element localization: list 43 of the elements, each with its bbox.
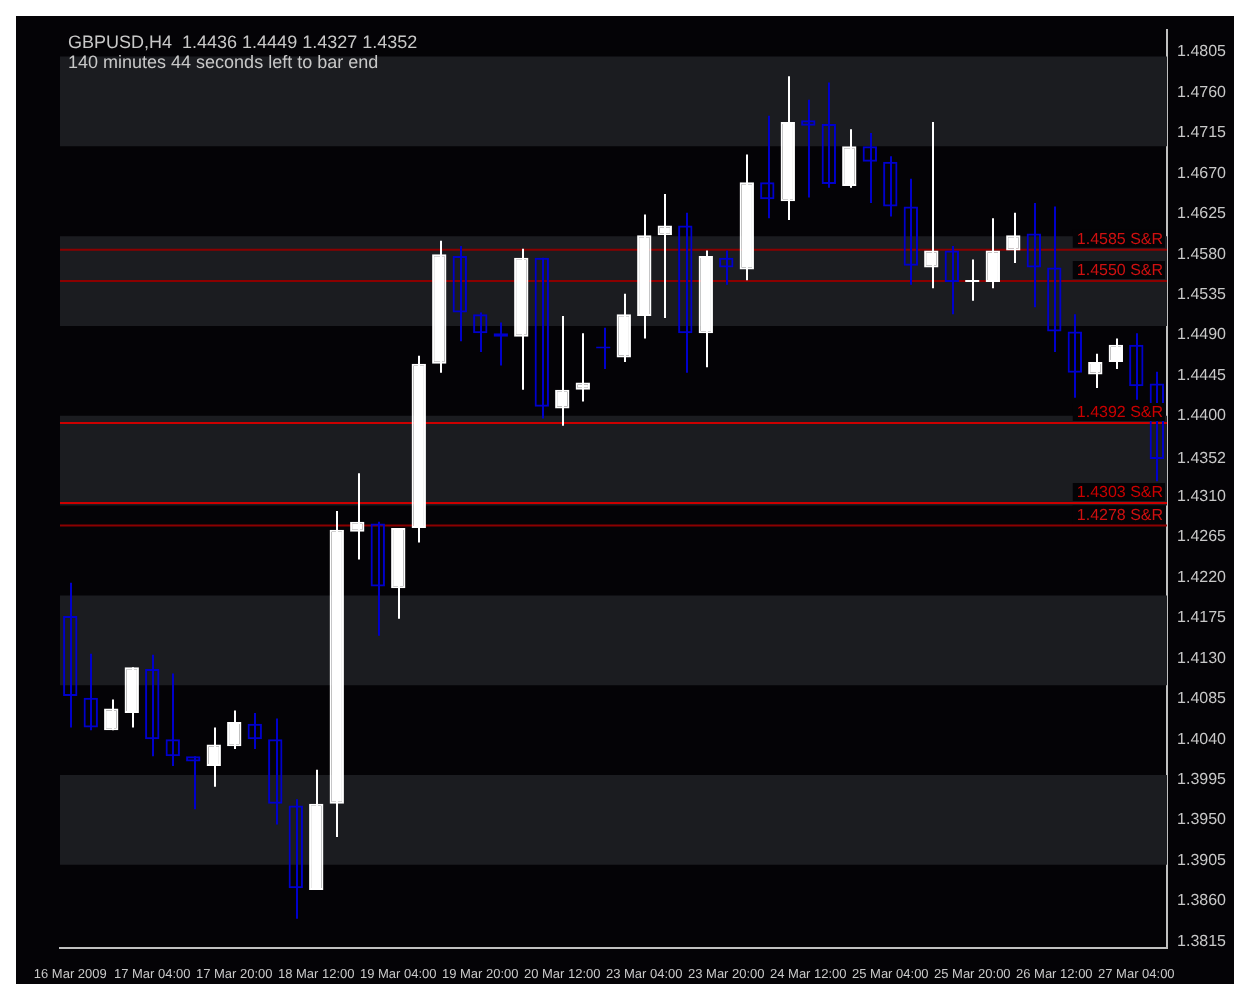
candlestick bbox=[555, 315, 570, 427]
y-tick-label: 1.4310 bbox=[1177, 487, 1228, 506]
candlestick bbox=[657, 192, 672, 319]
candlestick bbox=[616, 292, 631, 363]
ref-line-label: 1.4585 S&R bbox=[1076, 230, 1164, 249]
y-tick-label: 1.4715 bbox=[1177, 123, 1228, 142]
y-tick-label: 1.3860 bbox=[1177, 891, 1228, 910]
y-tick-label: 1.4760 bbox=[1177, 82, 1228, 101]
ref-line-label: 1.4550 S&R bbox=[1076, 261, 1164, 280]
y-tick-label: 1.3950 bbox=[1177, 810, 1228, 829]
candlestick bbox=[227, 709, 242, 751]
chart-title: GBPUSD,H4 1.4436 1.4449 1.4327 1.4352 bbox=[68, 31, 418, 52]
y-tick-label: 1.4805 bbox=[1177, 42, 1228, 61]
ref-line-label: 1.4303 S&R bbox=[1076, 483, 1164, 502]
y-tick-label: 1.4085 bbox=[1177, 689, 1228, 708]
text: 140 minutes 44 seconds left to bar end bbox=[68, 51, 379, 72]
candlestick bbox=[124, 666, 139, 729]
candlestick bbox=[842, 128, 857, 189]
y-tick-label: 1.3905 bbox=[1177, 850, 1228, 869]
ref-line-label: 1.4392 S&R bbox=[1076, 403, 1164, 422]
y-tick-label: 1.4445 bbox=[1177, 365, 1228, 384]
y-tick-label: 1.3815 bbox=[1177, 931, 1228, 950]
ref-line-label: 1.4278 S&R bbox=[1076, 505, 1164, 524]
y-tick-label: 1.4265 bbox=[1177, 527, 1228, 546]
y-tick-label: 1.4130 bbox=[1177, 648, 1228, 667]
y-tick-label: 1.4040 bbox=[1177, 729, 1228, 748]
y-tick-label: 1.4625 bbox=[1177, 204, 1228, 223]
candlestick bbox=[924, 121, 939, 290]
y-tick-label: 1.4490 bbox=[1177, 325, 1228, 344]
y-tick-label: 1.4670 bbox=[1177, 163, 1228, 182]
candlestick bbox=[965, 258, 980, 302]
y-tick-label: 1.4535 bbox=[1177, 284, 1228, 303]
y-tick-label: 1.4580 bbox=[1177, 244, 1228, 263]
candlestick bbox=[985, 217, 1000, 290]
candlestick bbox=[1088, 352, 1103, 389]
y-tick-label: 1.4400 bbox=[1177, 406, 1228, 425]
candlestick bbox=[1006, 211, 1021, 265]
y-tick-label: 1.4220 bbox=[1177, 567, 1228, 586]
y-tick-label: 1.4352 bbox=[1177, 449, 1228, 468]
candlestick bbox=[575, 332, 590, 403]
candlestick bbox=[350, 472, 365, 561]
y-tick-label: 1.4175 bbox=[1177, 608, 1228, 627]
y-tick-label: 1.3995 bbox=[1177, 769, 1228, 788]
